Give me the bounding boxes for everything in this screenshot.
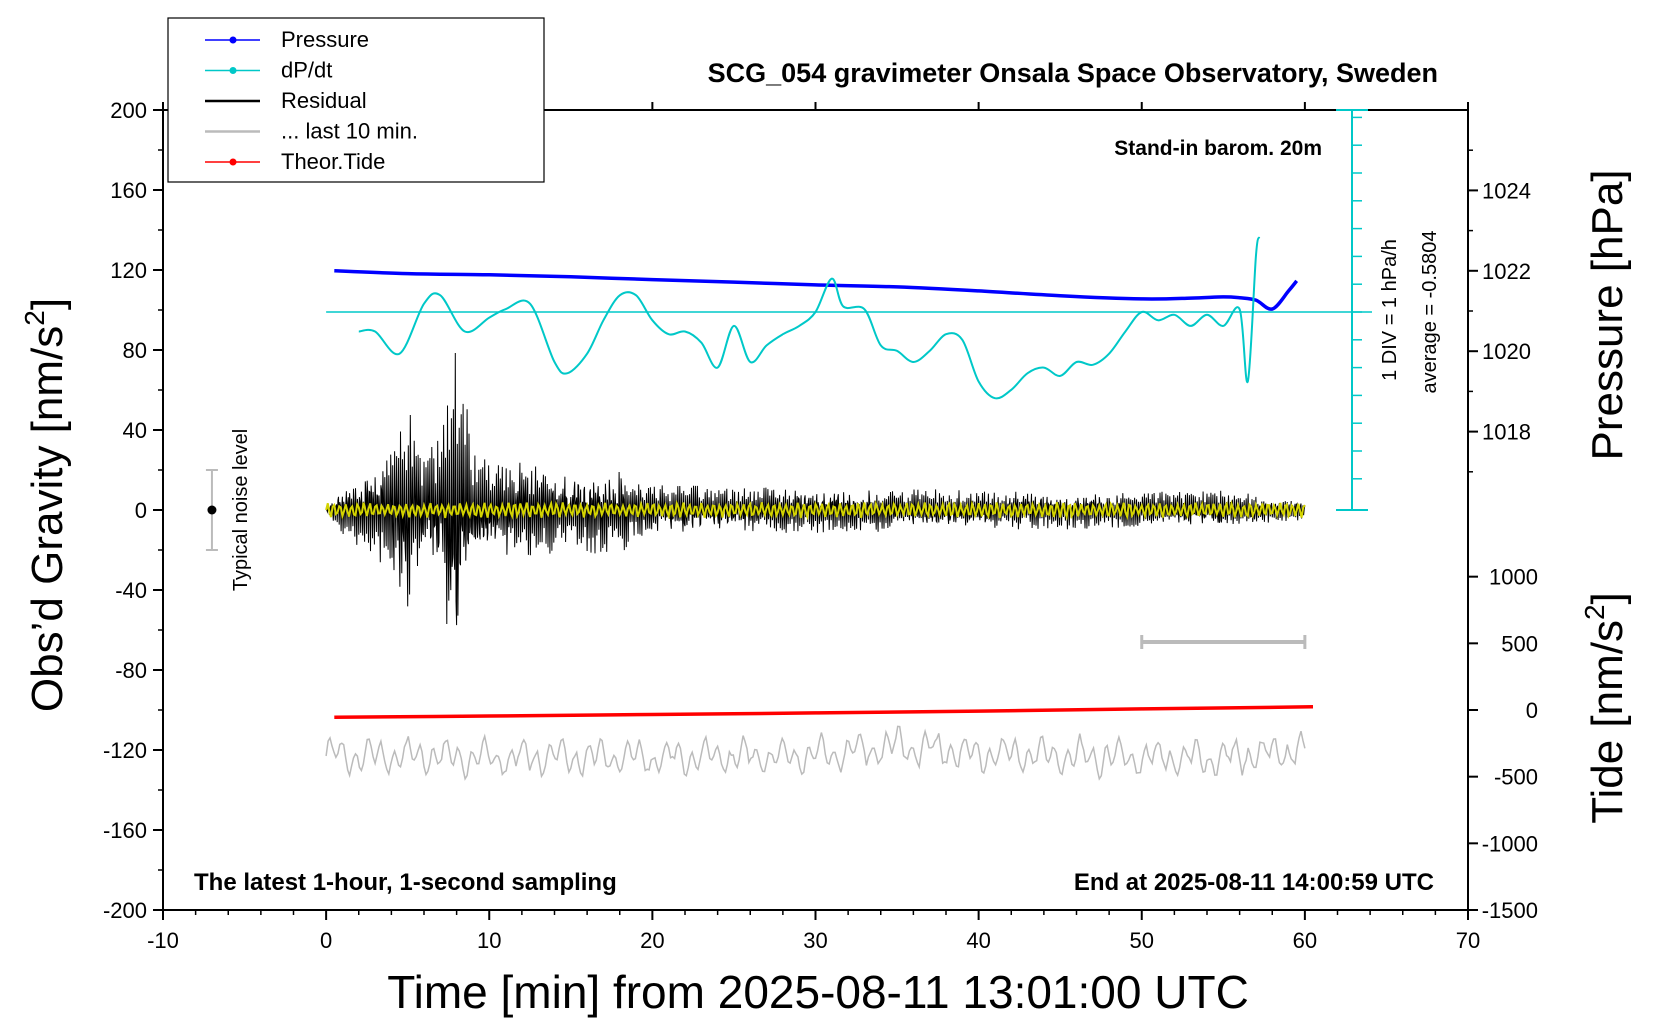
x-tick-label: 70 [1456, 928, 1480, 953]
residual-line [325, 352, 1306, 626]
y-tick-label: 0 [135, 498, 147, 523]
dpdt-line [358, 236, 1261, 400]
y-axis-pressure-label: Pressure [hPa] [1583, 169, 1632, 460]
y-tick-label: 160 [110, 178, 147, 203]
y-tick-label: -120 [103, 738, 147, 763]
y-tick-label: 80 [123, 338, 147, 363]
legend-label: Pressure [281, 27, 369, 52]
tide-tick-label: -1000 [1482, 831, 1538, 856]
legend-marker [229, 36, 237, 44]
legend: Pressure dP/dt Residual ... last 10 min. The… [167, 17, 545, 183]
chart-title: SCG_054 gravimeter Onsala Space Observat… [708, 58, 1438, 88]
y-axis-left-label: Obs’d Gravity [nm/s2] [19, 298, 72, 712]
tide-tick-label: 1000 [1489, 565, 1538, 590]
x-tick-label: 20 [640, 928, 664, 953]
legend-label: Theor.Tide [281, 149, 385, 174]
pressure-tick-label: 1020 [1482, 339, 1531, 364]
end-time-note: End at 2025-08-11 14:00:59 UTC [1074, 869, 1434, 896]
y-tick-label: -200 [103, 898, 147, 923]
legend-marker [229, 67, 237, 74]
tide-tick-label: -500 [1494, 765, 1538, 790]
tide-tick-label: -1500 [1482, 898, 1538, 923]
pressure-tick-label: 1024 [1482, 178, 1531, 203]
x-axis-label: Time [min] from 2025-08-11 13:01:00 UTC [387, 966, 1249, 1018]
tide-line [334, 705, 1314, 720]
div-label: 1 DIV = 1 hPa/h [1379, 239, 1401, 381]
legend-marker [229, 158, 237, 166]
x-tick-label: 50 [1130, 928, 1154, 953]
last10-line [325, 725, 1306, 781]
y-tick-label: -80 [115, 658, 147, 683]
x-tick-label: 0 [320, 928, 332, 953]
x-tick-label: -10 [147, 928, 179, 953]
y-tick-label: 40 [123, 418, 147, 443]
tide-tick-label: 0 [1526, 698, 1538, 723]
barometer-note: Stand-in barom. 20m [1114, 137, 1322, 160]
y-tick-label: -160 [103, 818, 147, 843]
residual-smoothed-line [325, 499, 1306, 521]
overlay-group [205, 469, 1307, 649]
axes-group: -10 0 10 20 30 40 50 60 70-200-160-120-80-400408… [103, 98, 1538, 953]
average-label: average = -0.5804 [1419, 231, 1441, 394]
pressure-tick-label: 1018 [1482, 420, 1531, 445]
x-tick-label: 30 [803, 928, 827, 953]
pressure-tick-label: 1022 [1482, 259, 1531, 284]
x-tick-label: 40 [966, 928, 990, 953]
y-axis-tide-label: Tide [nm/s2] [1579, 592, 1632, 824]
pressure-line [334, 269, 1299, 311]
y-tick-label: 120 [110, 258, 147, 283]
y-tick-label: -40 [115, 578, 147, 603]
legend-label: dP/dt [281, 58, 332, 83]
plot-series [325, 236, 1314, 781]
y-tick-label: 200 [110, 98, 147, 123]
window-note: The latest 1-hour, 1-second sampling [194, 869, 617, 896]
x-tick-label: 60 [1293, 928, 1317, 953]
noise-bar-dot [207, 505, 217, 515]
legend-label: ... last 10 min. [281, 119, 418, 144]
legend-label: Residual [281, 88, 367, 113]
x-tick-label: 10 [477, 928, 501, 953]
tide-tick-label: 500 [1501, 631, 1538, 656]
noise-label: Typical noise level [230, 429, 252, 591]
